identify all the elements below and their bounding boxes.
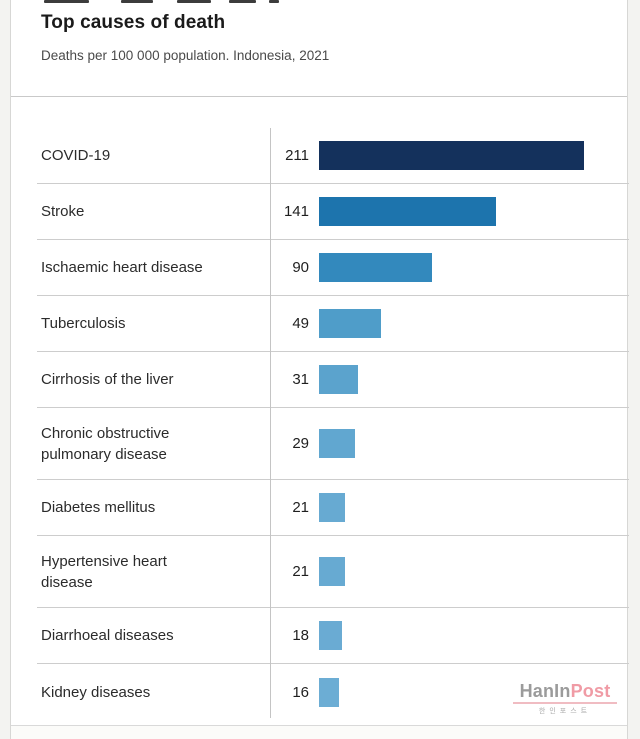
- cause-value: 141: [283, 203, 309, 220]
- cause-value: 21: [292, 499, 309, 516]
- cause-value: 90: [292, 259, 309, 276]
- chart-row: Kidney diseases 16: [37, 664, 629, 720]
- cause-label: Hypertensive heart disease: [41, 552, 167, 591]
- chart-card: Top causes of death Deaths per 100 000 p…: [10, 0, 629, 739]
- cause-bar: [319, 677, 339, 707]
- watermark-logo: HanInPost: [511, 682, 619, 701]
- chart-header: Top causes of death Deaths per 100 000 p…: [11, 0, 627, 97]
- cause-bar: [319, 141, 584, 170]
- axis-baseline: [270, 128, 271, 718]
- cause-value: 29: [292, 435, 309, 452]
- chart-row: Cirrhosis of the liver 31: [37, 352, 629, 408]
- cause-value: 31: [292, 371, 309, 388]
- cause-label: COVID-19: [41, 147, 111, 164]
- cause-label: Cirrhosis of the liver: [41, 371, 174, 388]
- cropped-text-artifact: [44, 0, 89, 3]
- card-bottom-divider: [11, 725, 627, 726]
- chart-title: Top causes of death: [41, 12, 226, 33]
- chart-row: COVID-19 211: [37, 128, 629, 184]
- watermark-text-primary: HanIn: [519, 681, 571, 701]
- watermark-subtext: 한인포스트: [538, 708, 592, 715]
- cropped-text-artifact: [121, 0, 153, 3]
- cropped-text-artifact: [229, 0, 256, 3]
- cause-bar: [319, 253, 432, 282]
- chart-row: Chronic obstructive pulmonary disease 29: [37, 408, 629, 480]
- watermark: HanInPost 한인포스트: [511, 682, 619, 716]
- cause-label: Kidney diseases: [41, 683, 151, 701]
- cause-label: Tuberculosis: [41, 315, 126, 332]
- cause-bar: [319, 493, 345, 522]
- cause-value: 18: [292, 627, 309, 644]
- cause-value: 16: [292, 683, 309, 701]
- cropped-text-artifact: [177, 0, 211, 3]
- cause-bar: [319, 429, 355, 458]
- chart-row: Hypertensive heart disease 21: [37, 536, 629, 608]
- cause-bar: [319, 621, 342, 650]
- bar-chart: COVID-19 211 Stroke 141 Ischaemic heart dise…: [37, 128, 629, 720]
- cause-label: Stroke: [41, 203, 85, 220]
- cause-bar: [319, 557, 345, 586]
- cause-bar: [319, 365, 358, 394]
- cause-bar: [319, 197, 496, 226]
- chart-row: Diarrhoeal diseases 18: [37, 608, 629, 664]
- cause-label: Ischaemic heart disease: [41, 259, 203, 276]
- chart-row: Stroke 141: [37, 184, 629, 240]
- card-footer-strip: [11, 726, 627, 739]
- chart-subtitle: Deaths per 100 000 population. Indonesia…: [41, 48, 330, 63]
- chart-row: Diabetes mellitus 21: [37, 480, 629, 536]
- cause-value: 21: [292, 563, 309, 580]
- cause-label: Diabetes mellitus: [41, 499, 156, 516]
- cause-value: 211: [285, 147, 309, 164]
- cause-label: Diarrhoeal diseases: [41, 627, 174, 644]
- cropped-text-artifact: [269, 0, 279, 3]
- chart-row: Tuberculosis 49: [37, 296, 629, 352]
- watermark-underline: [513, 702, 617, 704]
- chart-row: Ischaemic heart disease 90: [37, 240, 629, 296]
- cause-bar: [319, 309, 381, 338]
- cause-value: 49: [292, 315, 309, 332]
- cause-label: Chronic obstructive pulmonary disease: [41, 424, 170, 463]
- watermark-text-accent: Post: [570, 681, 611, 701]
